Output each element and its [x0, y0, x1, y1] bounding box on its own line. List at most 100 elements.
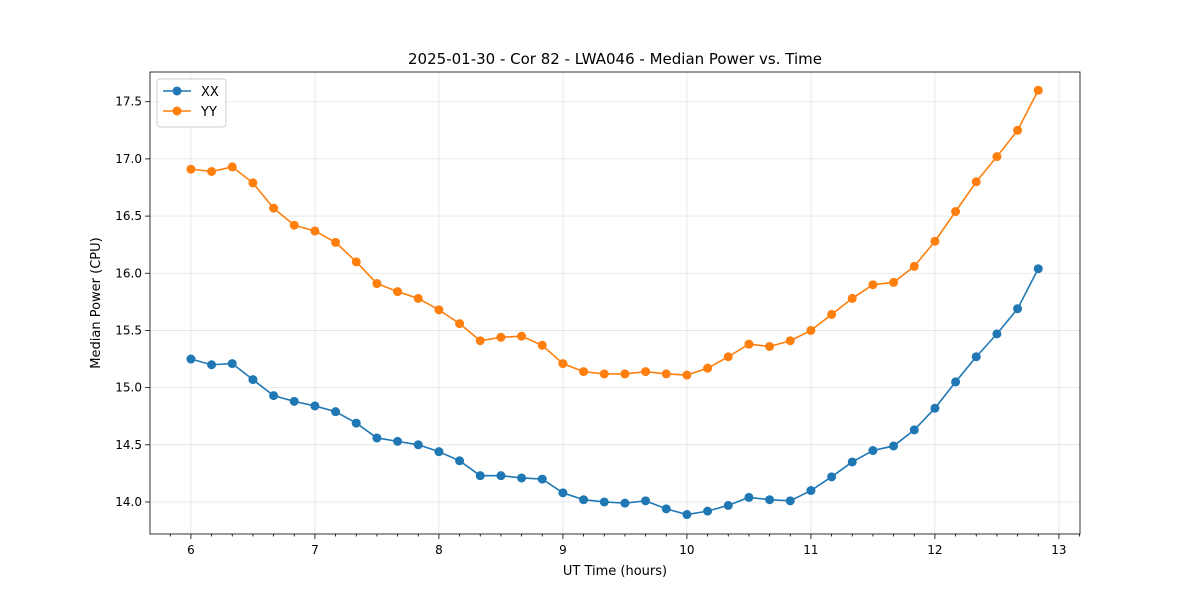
y-tick-label: 17.0 [115, 152, 142, 166]
data-point-yy [455, 319, 465, 329]
data-point-xx [599, 497, 609, 507]
grid [150, 72, 1080, 534]
y-tick-label: 16.5 [115, 209, 142, 223]
data-point-xx [1013, 304, 1023, 314]
data-point-xx [351, 418, 361, 428]
data-point-yy [703, 363, 713, 373]
data-point-xx [682, 510, 692, 520]
x-tick-label: 9 [559, 543, 567, 557]
data-point-yy [889, 277, 899, 287]
x-tick-label: 10 [679, 543, 694, 557]
data-point-xx [661, 504, 671, 514]
legend: XX YY [156, 78, 227, 128]
data-point-yy [475, 336, 485, 346]
data-point-yy [847, 293, 857, 303]
data-point-xx [703, 506, 713, 516]
data-point-yy [992, 152, 1002, 162]
data-point-yy [806, 325, 816, 335]
data-point-yy [765, 341, 775, 351]
data-point-yy [641, 367, 651, 377]
data-point-xx [186, 354, 196, 364]
data-point-yy [289, 220, 299, 230]
y-axis: 14.0 14.5 15.0 15.5 16.0 16.5 17.0 17.5 [115, 95, 150, 509]
data-point-xx [930, 403, 940, 413]
y-axis-label: Median Power (CPU) [89, 237, 104, 368]
x-tick-label: 8 [435, 543, 443, 557]
data-point-xx [558, 488, 568, 498]
data-point-xx [537, 474, 547, 484]
series-layer [186, 85, 1043, 520]
y-tick-label: 14.5 [115, 438, 142, 452]
data-point-yy [558, 359, 568, 369]
data-point-xx [1033, 264, 1043, 274]
data-point-yy [248, 178, 258, 188]
data-point-xx [951, 377, 961, 387]
data-point-yy [620, 369, 630, 379]
data-point-xx [641, 496, 651, 506]
data-point-xx [827, 472, 837, 482]
plot-frame [149, 71, 1081, 535]
data-point-xx [227, 359, 237, 369]
data-point-yy [537, 340, 547, 350]
data-point-yy [372, 279, 382, 289]
data-point-yy [434, 305, 444, 315]
data-point-yy [682, 370, 692, 380]
data-point-yy [186, 164, 196, 174]
legend-marker-xx [172, 86, 182, 96]
data-point-xx [331, 407, 341, 417]
data-point-yy [1033, 85, 1043, 95]
data-point-yy [785, 336, 795, 346]
data-point-yy [723, 352, 733, 362]
data-point-xx [517, 473, 527, 483]
data-point-xx [620, 498, 630, 508]
data-point-xx [455, 456, 465, 466]
legend-label-yy: YY [200, 105, 217, 120]
data-point-xx [475, 471, 485, 481]
data-point-xx [909, 425, 919, 435]
x-tick-label: 11 [803, 543, 818, 557]
chart-title: 2025-01-30 - Cor 82 - LWA046 - Median Po… [408, 50, 822, 68]
data-point-xx [723, 500, 733, 510]
data-point-xx [269, 391, 279, 401]
data-point-yy [579, 367, 589, 377]
data-point-yy [930, 236, 940, 246]
legend-marker-yy [172, 106, 182, 116]
data-point-xx [579, 495, 589, 505]
legend-label-xx: XX [201, 85, 219, 100]
data-point-xx [785, 496, 795, 506]
data-point-yy [909, 261, 919, 271]
data-point-yy [227, 162, 237, 172]
data-point-xx [248, 375, 258, 385]
y-tick-label: 15.0 [115, 381, 142, 395]
data-point-yy [971, 177, 981, 187]
y-tick-label: 16.0 [115, 266, 142, 280]
data-point-xx [744, 492, 754, 502]
data-point-xx [496, 471, 506, 481]
data-point-xx [806, 486, 816, 496]
data-point-xx [393, 436, 403, 446]
x-axis: 6 7 8 9 10 11 12 13 [169, 534, 1080, 557]
y-tick-label: 14.0 [115, 495, 142, 509]
data-point-xx [847, 457, 857, 467]
data-point-yy [951, 207, 961, 217]
x-tick-label: 6 [187, 543, 195, 557]
data-point-yy [661, 369, 671, 379]
data-point-yy [517, 331, 527, 341]
data-point-xx [372, 433, 382, 443]
data-point-yy [207, 166, 217, 176]
data-point-yy [496, 332, 506, 342]
data-point-yy [868, 280, 878, 290]
x-tick-label: 13 [1051, 543, 1066, 557]
data-point-xx [971, 352, 981, 362]
data-point-yy [1013, 125, 1023, 135]
data-point-yy [827, 309, 837, 319]
data-point-xx [992, 329, 1002, 339]
y-tick-label: 15.5 [115, 323, 142, 337]
data-point-xx [413, 440, 423, 450]
data-point-xx [310, 401, 320, 411]
y-tick-label: 17.5 [115, 95, 142, 109]
data-point-yy [599, 369, 609, 379]
data-point-xx [889, 441, 899, 451]
data-point-xx [868, 446, 878, 456]
